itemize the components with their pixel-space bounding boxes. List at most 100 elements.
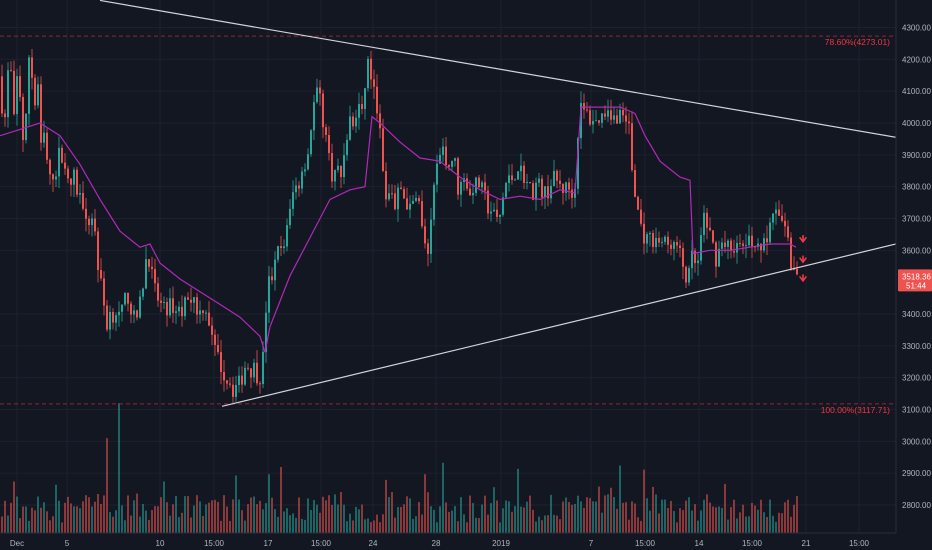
volume-bar: [286, 508, 288, 533]
volume-bar: [88, 497, 90, 533]
volume-bar: [481, 504, 483, 533]
volume-bar: [676, 522, 678, 533]
candle-body: [274, 259, 276, 281]
candle-body: [694, 250, 696, 264]
candle-body: [19, 76, 21, 97]
candle-body: [139, 296, 141, 318]
volume-bar: [196, 495, 198, 533]
volume-bar: [571, 504, 573, 533]
volume-bar: [25, 506, 27, 533]
volume-bar: [511, 511, 513, 533]
candle-body: [658, 237, 660, 243]
volume-bar: [784, 502, 786, 533]
candle-body: [319, 87, 321, 94]
moving-average-line: [0, 106, 797, 353]
candle-body: [67, 168, 69, 179]
candle-body: [556, 170, 558, 181]
trendline[interactable]: [99, 0, 897, 138]
volume-bar: [91, 506, 93, 533]
price-axis-tick: 3700.00: [902, 215, 931, 224]
candle-body: [223, 371, 225, 381]
volume-bar: [10, 502, 12, 533]
trendline[interactable]: [221, 243, 897, 407]
volume-bar: [613, 497, 615, 533]
volume-bar: [487, 514, 489, 533]
candle-body: [760, 243, 762, 251]
price-axis-tick: 3000.00: [902, 437, 931, 446]
volume-bar: [172, 504, 174, 533]
volume-bar: [115, 510, 117, 533]
volume-bar: [250, 497, 252, 533]
price-badge-box: [898, 269, 932, 292]
volume-bar: [619, 465, 621, 533]
candle-body: [439, 154, 441, 164]
volume-bar: [610, 487, 612, 533]
candle-body: [322, 93, 324, 128]
volume-bar: [595, 501, 597, 533]
candle-body: [361, 104, 363, 109]
trendlines[interactable]: [99, 0, 897, 407]
candle-body: [43, 132, 45, 143]
volume-bar: [316, 504, 318, 533]
candle-body: [232, 384, 234, 397]
candle-body: [571, 189, 573, 198]
candle-body: [496, 209, 498, 217]
candle-body: [151, 266, 153, 270]
candle-body: [739, 243, 741, 245]
volume-bar: [550, 494, 552, 533]
volume-bar: [763, 512, 765, 533]
candle-body: [409, 203, 411, 210]
volume-bar: [451, 510, 453, 533]
volume-bar: [292, 513, 294, 533]
volume-bar: [760, 499, 762, 533]
candle-body: [586, 109, 588, 111]
candle-body: [790, 237, 792, 269]
candle-body: [457, 158, 459, 195]
candle-body: [40, 84, 42, 143]
candle-body: [637, 196, 639, 210]
time-axis-tick: 15:00: [204, 539, 225, 548]
candle-body: [280, 246, 282, 249]
time-axis-tick: 10: [156, 539, 165, 548]
candle-body: [517, 171, 519, 180]
volume-bar: [460, 497, 462, 533]
volume-bar: [673, 510, 675, 533]
volume-bar: [394, 517, 396, 533]
time-axis-tick: 21: [802, 539, 811, 548]
volume-bar: [169, 515, 171, 533]
candle-body: [475, 177, 477, 193]
candle-body: [718, 248, 720, 267]
volume-bar: [532, 509, 534, 533]
volume-bar: [106, 438, 108, 533]
candle-body: [61, 147, 63, 163]
candle-body: [28, 57, 30, 114]
volume-bar: [184, 496, 186, 533]
candle-body: [490, 211, 492, 214]
chart-grid: [0, 0, 896, 533]
candle-body: [229, 383, 231, 385]
candle-body: [301, 171, 303, 189]
price-axis-tick: 4200.00: [902, 55, 931, 64]
candle-body: [610, 110, 612, 120]
candle-body: [778, 209, 780, 216]
volume-bar: [442, 462, 444, 533]
candle-body: [247, 367, 249, 369]
candle-body: [547, 186, 549, 199]
candle-body: [211, 325, 213, 335]
candle-body: [1, 76, 3, 114]
candle-body: [412, 200, 414, 204]
volume-bar: [472, 503, 474, 533]
volume-bar: [55, 484, 57, 533]
candle-body: [502, 197, 504, 215]
candle-body: [367, 58, 369, 89]
volume-bar: [289, 515, 291, 533]
candle-body: [340, 165, 342, 178]
candle-body: [364, 88, 366, 109]
volume-bar: [577, 495, 579, 533]
candle-body: [79, 192, 81, 195]
candle-body: [772, 213, 774, 223]
time-axis-tick: 15:00: [742, 539, 763, 548]
candle-body: [673, 242, 675, 249]
time-axis-tick: 5: [65, 539, 70, 548]
